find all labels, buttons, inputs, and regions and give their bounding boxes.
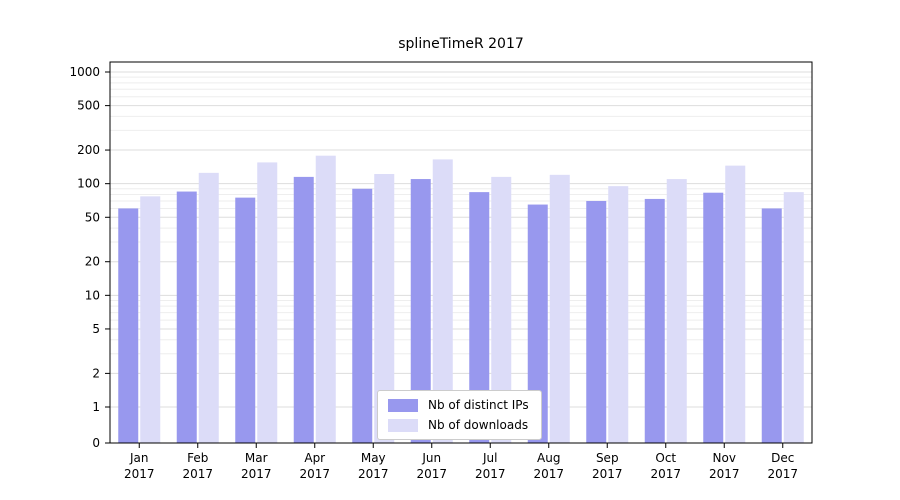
legend-item-distinct-ips: Nb of distinct IPs	[388, 398, 529, 412]
bar-downloads-apr	[315, 155, 336, 443]
x-tick-label-year: 2017	[124, 467, 155, 481]
y-tick-label: 50	[85, 210, 100, 224]
x-tick-label-month: May	[361, 451, 386, 465]
x-tick-label-month: Oct	[655, 451, 676, 465]
y-tick-label: 1	[92, 400, 100, 414]
bar-downloads-nov	[725, 165, 746, 443]
x-tick-label-year: 2017	[767, 467, 798, 481]
y-tick-label: 10	[85, 288, 100, 302]
legend-swatch-downloads	[388, 418, 418, 432]
x-tick-label-year: 2017	[358, 467, 389, 481]
x-tick-label-year: 2017	[475, 467, 506, 481]
bar-downloads-may	[374, 174, 395, 444]
x-tick-label-month: Sep	[596, 451, 619, 465]
x-tick-label-year: 2017	[241, 467, 272, 481]
bar-downloads-sep	[608, 186, 629, 444]
plot-border	[109, 61, 813, 444]
chart-title: splineTimeR 2017	[398, 36, 524, 52]
bar-downloads-jul	[491, 176, 512, 444]
bar-distinct-ips-jan	[118, 208, 139, 443]
bar-distinct-ips-oct	[644, 198, 665, 443]
legend-label-downloads: Nb of downloads	[428, 418, 529, 432]
x-tick-label-month: Aug	[537, 451, 560, 465]
bar-distinct-ips-may	[352, 188, 373, 443]
bar-distinct-ips-jun	[410, 179, 431, 443]
bar-distinct-ips-mar	[235, 197, 256, 443]
x-tick-label-year: 2017	[416, 467, 447, 481]
x-tick-label-month: Jun	[421, 451, 441, 465]
bar-distinct-ips-sep	[586, 200, 607, 443]
legend-swatch-distinct-ips	[388, 398, 418, 412]
plot-background	[110, 62, 812, 443]
x-tick-label-year: 2017	[709, 467, 740, 481]
bar-downloads-jan	[140, 196, 161, 443]
y-tick-label: 2	[92, 366, 100, 380]
y-tick-label: 20	[85, 255, 100, 269]
legend: Nb of distinct IPs Nb of downloads	[377, 390, 542, 440]
bar-distinct-ips-feb	[176, 191, 197, 443]
x-tick-label-month: Nov	[713, 451, 736, 465]
y-tick-label: 200	[77, 143, 100, 157]
bar-distinct-ips-nov	[703, 192, 724, 443]
y-tick-label: 100	[77, 177, 100, 191]
x-tick-label-year: 2017	[533, 467, 564, 481]
x-tick-label-month: Jul	[482, 451, 497, 465]
x-tick-label-year: 2017	[592, 467, 623, 481]
bar-downloads-feb	[198, 172, 219, 444]
bar-downloads-oct	[666, 179, 687, 443]
x-tick-label-month: Mar	[245, 451, 268, 465]
bar-downloads-mar	[257, 162, 278, 443]
x-tick-label-month: Dec	[771, 451, 794, 465]
bar-distinct-ips-jul	[469, 192, 490, 443]
y-tick-label: 1000	[69, 65, 100, 79]
y-tick-label: 0	[92, 436, 100, 450]
x-tick-label-year: 2017	[650, 467, 681, 481]
y-tick-label: 500	[77, 99, 100, 113]
legend-item-downloads: Nb of downloads	[388, 418, 529, 432]
x-tick-label-year: 2017	[299, 467, 330, 481]
bar-distinct-ips-aug	[527, 204, 548, 443]
bar-distinct-ips-dec	[761, 208, 782, 443]
legend-label-distinct-ips: Nb of distinct IPs	[428, 398, 529, 412]
bar-distinct-ips-apr	[293, 176, 314, 444]
bar-downloads-dec	[783, 192, 804, 443]
bar-downloads-aug	[549, 174, 570, 443]
x-tick-label-month: Apr	[304, 451, 325, 465]
x-tick-label-month: Feb	[187, 451, 208, 465]
x-tick-label-month: Jan	[129, 451, 149, 465]
x-tick-label-year: 2017	[182, 467, 213, 481]
bar-downloads-jun	[432, 159, 453, 443]
y-tick-label: 5	[92, 322, 100, 336]
